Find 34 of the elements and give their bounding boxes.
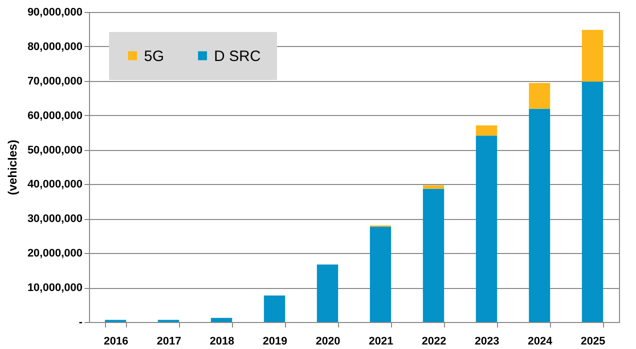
x-tick-label: 2024 — [528, 336, 554, 348]
y-tick-label: 40,000,000 — [27, 178, 82, 191]
x-tick-label: 2023 — [474, 336, 500, 348]
x-tick-label: 2020 — [316, 336, 340, 348]
x-tick-label: 2021 — [368, 336, 394, 348]
bar — [476, 136, 498, 322]
bar — [582, 30, 604, 82]
bar — [582, 82, 604, 322]
x-tick-label: 2018 — [210, 336, 234, 348]
bar — [370, 226, 392, 322]
y-tick-label: - — [78, 316, 83, 328]
x-tick-label: 2019 — [262, 336, 288, 348]
y-axis-title: (vehicles) — [5, 140, 20, 196]
y-tick-label: 10,000,000 — [27, 282, 82, 294]
x-tick-label: 2022 — [422, 336, 446, 348]
bar — [528, 108, 550, 322]
legend-label: 5G — [144, 48, 164, 65]
bar — [476, 125, 498, 136]
x-tick-label: 2025 — [580, 336, 606, 348]
y-tick-label: 50,000,000 — [27, 144, 82, 156]
y-tick-label: 60,000,000 — [27, 110, 82, 122]
y-tick-label: 80,000,000 — [27, 40, 82, 53]
x-tick-label: 2017 — [156, 336, 182, 348]
y-tick-label: 70,000,000 — [27, 75, 82, 88]
bar — [210, 318, 232, 322]
y-tick-label: 90,000,000 — [27, 6, 82, 18]
legend-label: D SRC — [214, 48, 261, 65]
bar — [528, 82, 550, 109]
bar — [264, 295, 286, 322]
x-tick-label: 2016 — [104, 336, 128, 348]
bar — [422, 188, 444, 322]
bar — [316, 264, 338, 322]
y-tick-label: 30,000,000 — [27, 213, 82, 226]
y-tick-label: 20,000,000 — [27, 248, 82, 260]
